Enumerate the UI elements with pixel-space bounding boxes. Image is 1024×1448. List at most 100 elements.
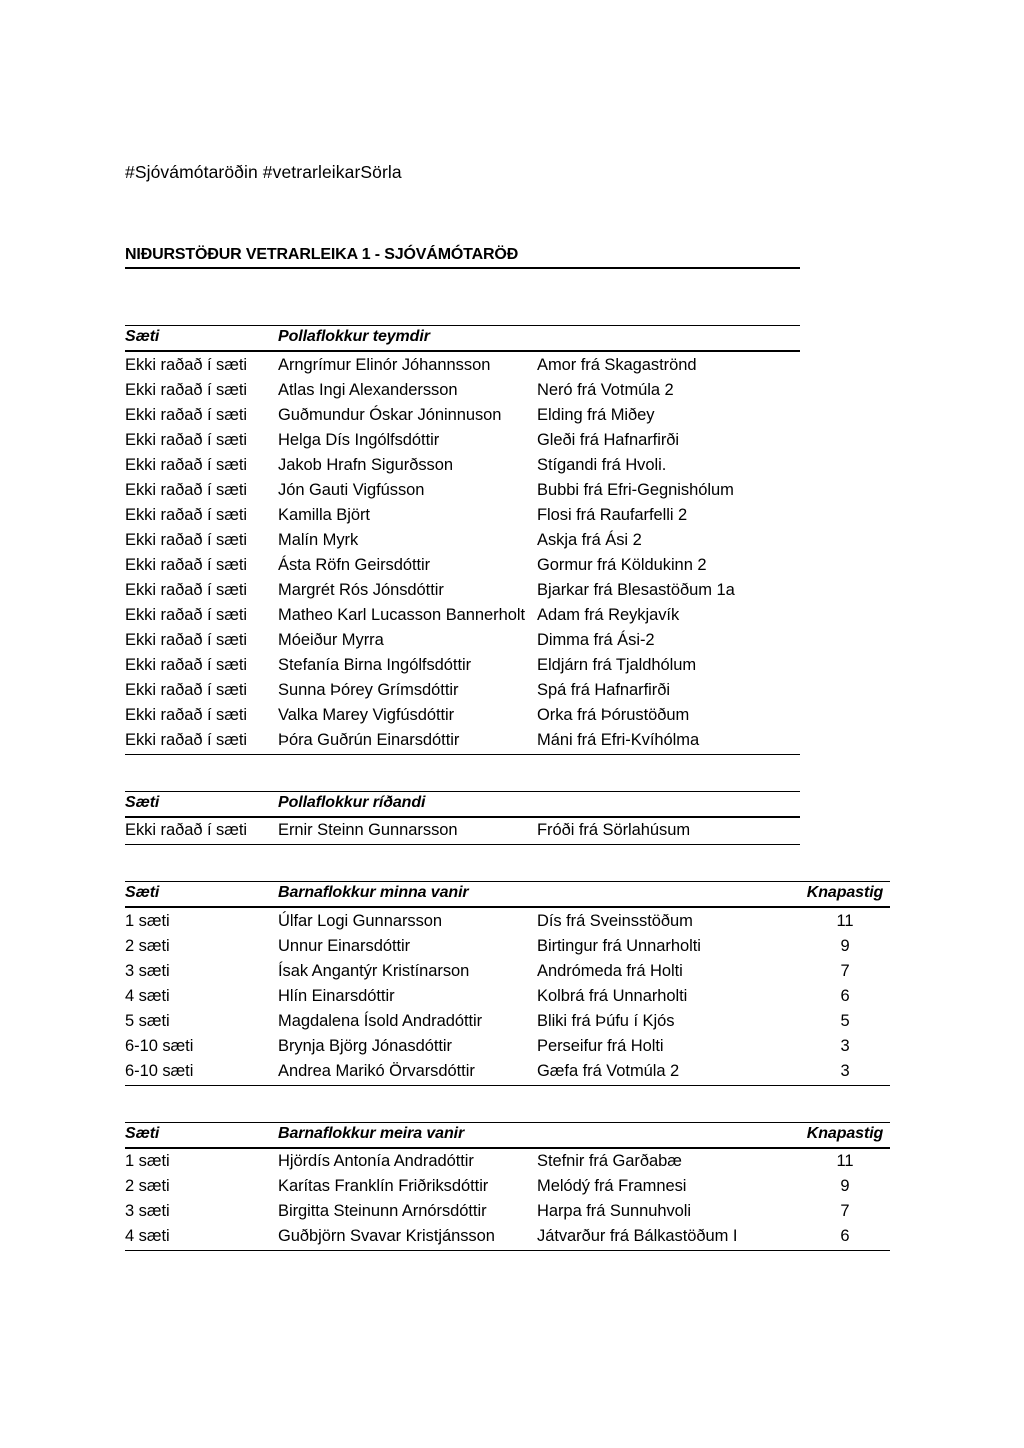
table-row: 4 sæti Hlín Einarsdóttir Kolbrá frá Unnarh… xyxy=(125,983,890,1008)
cell-score: 6 xyxy=(840,1227,850,1245)
table-header-row: Sæti Pollaflokkur ríðandi xyxy=(125,790,800,818)
cell-horse-name: Harpa frá Sunnuhvoli xyxy=(537,1202,692,1220)
column-header-seat: Sæti xyxy=(125,1121,278,1149)
cell-seat: Ekki raðað í sæti xyxy=(125,730,248,749)
cell-horse-name: Játvarður frá Bálkastöðum I xyxy=(537,1227,738,1245)
cell-horse-name: Stefnir frá Garðabæ xyxy=(537,1152,682,1170)
cell-seat: 2 sæti xyxy=(125,936,170,955)
table-header-row: Sæti Pollaflokkur teymdir xyxy=(125,325,801,352)
column-header-category: Pollaflokkur teymdir xyxy=(278,325,801,352)
cell-horse-name: Orka frá Þórustöðum xyxy=(537,705,690,724)
cell-score: 6 xyxy=(840,986,850,1005)
hashtag-line: #Sjóvámótaröðin #vetrarleikarSörla xyxy=(125,162,402,182)
cell-horse-name: Gæfa frá Votmúla 2 xyxy=(537,1061,680,1080)
cell-seat: 6-10 sæti xyxy=(125,1036,194,1055)
table-row: 1 sæti Úlfar Logi Gunnarsson Dís frá Svein… xyxy=(125,907,890,933)
table-row: Ekki raðað í sæti Margrét Rós Jónsdóttir B… xyxy=(125,577,800,602)
cell-horse-name: Melódý frá Framnesi xyxy=(537,1177,687,1195)
results-section-pollaflokkur-teymdir: Sæti Pollaflokkur teymdir Ekki raðað í sæt… xyxy=(125,325,915,755)
table-row: 2 sæti Unnur Einarsdóttir Birtingur frá Un… xyxy=(125,933,890,958)
cell-score: 11 xyxy=(836,911,854,930)
cell-seat: Ekki raðað í sæti xyxy=(125,455,248,474)
cell-rider-name: Ásta Röfn Geirsdóttir xyxy=(278,555,431,574)
cell-horse-name: Bjarkar frá Blesastöðum 1a xyxy=(537,580,735,599)
cell-seat: Ekki raðað í sæti xyxy=(125,680,248,699)
cell-seat: 3 sæti xyxy=(125,961,170,980)
cell-seat: Ekki raðað í sæti xyxy=(125,555,248,574)
results-tables: Sæti Pollaflokkur teymdir Ekki raðað í sæt… xyxy=(125,325,915,1251)
table-row: Ekki raðað í sæti Stefanía Birna Ingólfsd… xyxy=(125,652,800,677)
column-header-score: Knapastig xyxy=(800,881,891,908)
cell-seat: 6-10 sæti xyxy=(125,1061,194,1080)
cell-seat: Ekki raðað í sæti xyxy=(125,430,248,449)
cell-rider-name: Kamilla Björt xyxy=(278,505,370,524)
cell-seat: Ekki raðað í sæti xyxy=(125,405,248,424)
cell-seat: Ekki raðað í sæti xyxy=(125,530,248,549)
table-bottom-rule xyxy=(125,1250,890,1251)
table-row: 6-10 sæti Andrea Marikó Örvarsdóttir Gæfa … xyxy=(125,1058,890,1085)
cell-seat: Ekki raðað í sæti xyxy=(125,480,248,499)
column-header-seat: Sæti xyxy=(125,881,278,908)
cell-rider-name: Jakob Hrafn Sigurðsson xyxy=(278,455,453,474)
cell-score: 5 xyxy=(840,1011,850,1030)
cell-rider-name: Guðbjörn Svavar Kristjánsson xyxy=(278,1227,495,1245)
cell-seat: Ekki raðað í sæti xyxy=(125,580,248,599)
cell-score: 7 xyxy=(840,1202,850,1220)
cell-rider-name: Stefanía Birna Ingólfsdóttir xyxy=(278,655,472,674)
cell-rider-name: Matheo Karl Lucasson Bannerholt xyxy=(278,605,526,624)
cell-horse-name: Adam frá Reykjavík xyxy=(537,605,680,624)
column-header-seat: Sæti xyxy=(125,790,278,818)
cell-rider-name: Ernir Steinn Gunnarsson xyxy=(278,821,458,839)
cell-rider-name: Malín Myrk xyxy=(278,530,359,549)
cell-rider-name: Birgitta Steinunn Arnórsdóttir xyxy=(278,1202,487,1220)
cell-rider-name: Guðmundur Óskar Jóninnuson xyxy=(278,405,502,424)
cell-horse-name: Bliki frá Þúfu í Kjós xyxy=(537,1011,675,1030)
table-row: Ekki raðað í sæti Ásta Röfn Geirsdóttir Go… xyxy=(125,552,800,577)
cell-horse-name: Stígandi frá Hvoli. xyxy=(537,455,667,474)
results-table-pollaflokkur-ridandi: Sæti Pollaflokkur ríðandi Ekki raðað í sæt… xyxy=(125,790,800,845)
cell-horse-name: Dís frá Sveinsstöðum xyxy=(537,911,693,930)
table-bottom-rule xyxy=(125,753,800,755)
cell-rider-name: Valka Marey Vigfúsdóttir xyxy=(278,705,455,724)
column-header-category: Barnaflokkur minna vanir xyxy=(278,881,801,908)
table-row: Ekki raðað í sæti Ernir Steinn Gunnarsson… xyxy=(125,817,800,845)
cell-rider-name: Hjördís Antonía Andradóttir xyxy=(278,1152,474,1170)
table-row: 1 sæti Hjördís Antonía Andradóttir Stefnir… xyxy=(125,1148,890,1174)
cell-horse-name: Amor frá Skagaströnd xyxy=(537,355,697,374)
page-title: NIÐURSTÖÐUR VETRARLEIKA 1 - SJÓVÁMÓTARÖÐ xyxy=(125,246,519,263)
cell-horse-name: Kolbrá frá Unnarholti xyxy=(537,986,688,1005)
cell-seat: Ekki raðað í sæti xyxy=(125,821,248,839)
cell-seat: Ekki raðað í sæti xyxy=(125,705,248,724)
column-header-score: Knapastig xyxy=(800,1121,890,1149)
cell-horse-name: Andrómeda frá Holti xyxy=(537,961,683,980)
table-row: Ekki raðað í sæti Móeiður Myrra Dimma frá … xyxy=(125,627,800,652)
cell-rider-name: Jón Gauti Vigfússon xyxy=(278,480,425,499)
cell-rider-name: Unnur Einarsdóttir xyxy=(278,936,411,955)
cell-horse-name: Bubbi frá Efri-Gegnishólum xyxy=(537,480,734,499)
cell-horse-name: Dimma frá Ási-2 xyxy=(537,630,655,649)
cell-rider-name: Sunna Þórey Grímsdóttir xyxy=(278,680,459,699)
results-section-barnaflokkur-minna-vanir: Sæti Barnaflokkur minna vanir Knapastig 1 s… xyxy=(125,881,915,1086)
cell-score: 3 xyxy=(840,1036,850,1055)
cell-seat: Ekki raðað í sæti xyxy=(125,630,248,649)
cell-rider-name: Ísak Angantýr Kristínarson xyxy=(278,961,470,980)
cell-seat: Ekki raðað í sæti xyxy=(125,380,248,399)
table-row: Ekki raðað í sæti Matheo Karl Lucasson Ba… xyxy=(125,602,800,627)
table-row: 6-10 sæti Brynja Björg Jónasdóttir Perseif… xyxy=(125,1033,890,1058)
cell-score: 11 xyxy=(836,1152,854,1170)
cell-seat: Ekki raðað í sæti xyxy=(125,655,248,674)
cell-rider-name: Móeiður Myrra xyxy=(278,630,384,649)
column-header-category: Barnaflokkur meira vanir xyxy=(278,1121,800,1149)
cell-rider-name: Andrea Marikó Örvarsdóttir xyxy=(278,1061,475,1080)
cell-seat: Ekki raðað í sæti xyxy=(125,505,248,524)
cell-rider-name: Karítas Franklín Friðriksdóttir xyxy=(278,1177,489,1195)
cell-horse-name: Gormur frá Köldukinn 2 xyxy=(537,555,707,574)
cell-score: 9 xyxy=(840,1177,850,1195)
table-row: Ekki raðað í sæti Helga Dís Ingólfsdóttir… xyxy=(125,427,800,452)
cell-horse-name: Neró frá Votmúla 2 xyxy=(537,380,674,399)
document-heading-rule: NIÐURSTÖÐUR VETRARLEIKA 1 - SJÓVÁMÓTARÖÐ xyxy=(125,246,800,269)
cell-seat: 1 sæti xyxy=(125,1152,170,1170)
cell-horse-name: Eldjárn frá Tjaldhólum xyxy=(537,655,697,674)
cell-rider-name: Brynja Björg Jónasdóttir xyxy=(278,1036,452,1055)
